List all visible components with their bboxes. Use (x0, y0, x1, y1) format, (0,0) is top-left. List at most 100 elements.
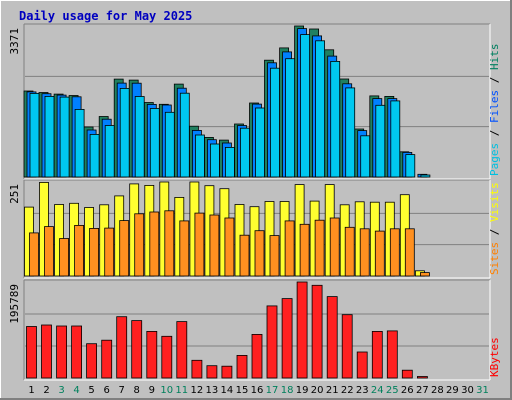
x-tick-label: 7 (119, 385, 125, 396)
bar-sites-22 (344, 226, 355, 277)
bar-pages-9 (149, 108, 160, 178)
x-tick-label: 22 (341, 385, 354, 396)
bar-kbytes-23 (356, 351, 368, 379)
bar-sites-15 (239, 234, 250, 277)
x-tick-label: 10 (160, 385, 173, 396)
bar-sites-16 (254, 230, 265, 277)
bar-pages-4 (74, 109, 85, 178)
panel-kbytes: 195789 KBytes (8, 279, 501, 381)
x-tick-label: 6 (104, 385, 110, 396)
legend-segment: Pages (488, 143, 501, 176)
bar-sites-18 (284, 220, 295, 277)
bar-kbytes-17 (266, 305, 278, 379)
bar-sites-14 (224, 217, 235, 277)
chart-title: Daily usage for May 2025 (19, 9, 192, 23)
series-kbytes (26, 281, 428, 379)
bar-kbytes-18 (281, 298, 293, 379)
bar-pages-25 (390, 100, 401, 178)
bar-sites-5 (89, 227, 99, 277)
bar-pages-23 (360, 135, 371, 178)
bar-kbytes-3 (56, 325, 67, 379)
bar-pages-14 (224, 146, 235, 178)
bar-pages-8 (134, 96, 145, 178)
bar-pages-24 (375, 104, 386, 178)
legend-segment: Files (488, 90, 501, 123)
series-sites (29, 210, 430, 277)
bar-kbytes-11 (176, 321, 188, 379)
legend-segment: Sites (488, 242, 501, 275)
x-tick-label: 27 (416, 385, 429, 396)
bar-pages-21 (330, 61, 341, 178)
x-tick-label: 8 (134, 385, 140, 396)
bar-pages-17 (270, 67, 280, 178)
x-tick-label: 20 (311, 385, 324, 396)
bar-sites-11 (179, 220, 190, 277)
y-max-label: 3371 (8, 28, 21, 55)
bar-pages-27 (420, 174, 431, 178)
bar-kbytes-6 (101, 339, 113, 379)
x-tick-label: 11 (175, 385, 188, 396)
bar-pages-18 (285, 58, 296, 178)
x-tick-label: 26 (401, 385, 414, 396)
bar-sites-24 (374, 230, 385, 277)
x-axis-ticks: 1 2 3 4 5 6 7 8 9 10 11 12 13 14 15 16 17 18 19 20 21 22 23 24 2… (28, 385, 489, 396)
right-legend-label: Sites / Visits (488, 182, 501, 275)
bar-sites-3 (59, 238, 69, 277)
bar-sites-13 (209, 214, 220, 277)
bar-pages-13 (209, 143, 220, 178)
bar-pages-15 (240, 127, 250, 178)
x-tick-label: 5 (88, 385, 94, 396)
bar-sites-9 (149, 211, 160, 277)
x-tick-label: 17 (266, 385, 279, 396)
bar-kbytes-20 (311, 284, 323, 379)
y-max-label: 251 (8, 184, 21, 204)
bar-pages-22 (345, 87, 356, 178)
legend-segment: KBytes (488, 337, 501, 377)
bar-kbytes-4 (71, 325, 82, 379)
bar-kbytes-21 (326, 296, 338, 379)
bar-sites-7 (119, 220, 130, 277)
bar-sites-17 (269, 235, 280, 277)
bar-pages-11 (179, 92, 190, 178)
legend-segment: / (488, 222, 501, 242)
x-tick-label: 13 (206, 385, 219, 396)
bar-kbytes-24 (371, 330, 383, 379)
bar-pages-10 (164, 111, 175, 178)
bar-kbytes-8 (131, 320, 143, 379)
panel-hits-files-pages: 3371 Pages / Files / Hits (8, 23, 501, 180)
x-tick-label: 25 (386, 385, 399, 396)
bar-kbytes-16 (251, 333, 263, 379)
bar-pages-5 (89, 133, 100, 178)
x-tick-label: 1 (28, 385, 34, 396)
bar-sites-26 (404, 228, 415, 277)
x-tick-label: 18 (281, 385, 294, 396)
right-legend-label: KBytes (488, 337, 501, 377)
bar-sites-6 (104, 227, 115, 277)
legend-segment: Visits (488, 182, 501, 222)
bar-sites-20 (314, 219, 325, 277)
x-tick-label: 16 (251, 385, 264, 396)
bar-kbytes-27 (416, 376, 428, 379)
bar-sites-2 (44, 226, 54, 277)
bar-kbytes-26 (401, 369, 413, 379)
bar-kbytes-7 (116, 316, 128, 379)
x-tick-label: 2 (43, 385, 49, 396)
bar-kbytes-22 (341, 314, 353, 379)
bar-sites-12 (194, 212, 205, 277)
legend-segment: / (488, 123, 501, 143)
chart-panels: 3371 Pages / Files / Hits 251 Sites / Visit… (8, 23, 501, 381)
y-max-label: 195789 (8, 284, 21, 324)
bar-pages-16 (255, 107, 265, 178)
bar-pages-1 (29, 93, 40, 178)
x-tick-label: 24 (371, 385, 384, 396)
x-tick-label: 9 (149, 385, 155, 396)
bar-sites-10 (164, 210, 175, 277)
bar-sites-4 (74, 224, 84, 277)
x-tick-label: 4 (73, 385, 79, 396)
bar-pages-26 (405, 154, 416, 178)
x-tick-label: 12 (191, 385, 204, 396)
bar-sites-21 (329, 217, 340, 277)
bar-kbytes-13 (206, 365, 218, 379)
bar-kbytes-12 (191, 359, 203, 379)
